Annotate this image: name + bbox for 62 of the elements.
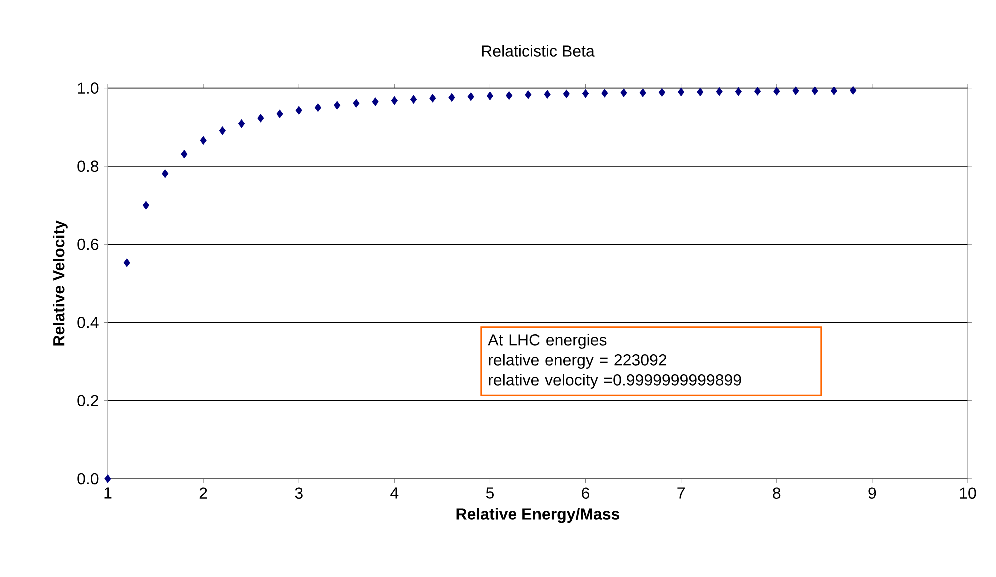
x-tick-label: 2 (200, 488, 208, 499)
point (582, 90, 590, 98)
point (200, 136, 207, 145)
annotation: relative velocity =0.9999999999899 (489, 374, 742, 390)
x-tick-label: 7 (678, 488, 685, 499)
x-tick-label: 6 (582, 488, 590, 500)
point (678, 88, 685, 96)
x-tick-label: 8 (773, 488, 781, 500)
point (697, 88, 704, 96)
point (468, 92, 474, 102)
x-tick-label: 1 (104, 488, 112, 499)
y-axis-title: Relative Velocity (52, 220, 68, 346)
point (563, 90, 570, 98)
point (506, 91, 513, 100)
point (391, 96, 398, 106)
point (258, 114, 264, 123)
x-tick-label: 9 (868, 488, 876, 500)
point (219, 126, 226, 136)
point (525, 90, 532, 100)
point (544, 90, 551, 99)
point (104, 474, 112, 484)
point (448, 93, 456, 102)
x-tick-label: 5 (486, 488, 494, 499)
point (830, 86, 838, 96)
point (658, 88, 666, 97)
point (774, 87, 780, 96)
x-tick-label: 10 (960, 488, 976, 500)
point (640, 88, 646, 98)
y-tick-label: 0.8 (78, 160, 99, 172)
point (716, 88, 723, 96)
point (276, 110, 284, 118)
y-tick-label: 0.0 (78, 473, 99, 485)
point (410, 95, 418, 104)
point (602, 89, 608, 98)
point (372, 98, 379, 106)
annotation: At LHC energies (488, 334, 607, 350)
point (353, 99, 360, 108)
point (812, 86, 818, 96)
point (124, 258, 130, 268)
y-tick-label: 0.2 (78, 395, 98, 407)
y-tick-label: 0.6 (78, 238, 99, 250)
chart-title: Relaticistic Beta (482, 45, 595, 57)
point (792, 86, 800, 96)
y-tick-label: 0.4 (78, 317, 99, 328)
point (486, 92, 494, 100)
annotation: relative energy = 223092 (489, 354, 667, 370)
point (181, 150, 188, 159)
point (735, 88, 742, 96)
x-tick-label: 4 (390, 488, 399, 499)
y-tick-label: 1.0 (78, 82, 99, 94)
x-tick-label: 3 (295, 488, 303, 500)
point (754, 87, 762, 96)
point (238, 120, 246, 128)
point (296, 106, 302, 115)
point (850, 86, 857, 95)
point (162, 170, 169, 178)
point (334, 101, 341, 110)
point (142, 201, 150, 210)
point (620, 88, 628, 98)
point (314, 104, 322, 112)
x-axis-title: Relative Energy/Mass (456, 508, 620, 524)
point (430, 94, 436, 103)
